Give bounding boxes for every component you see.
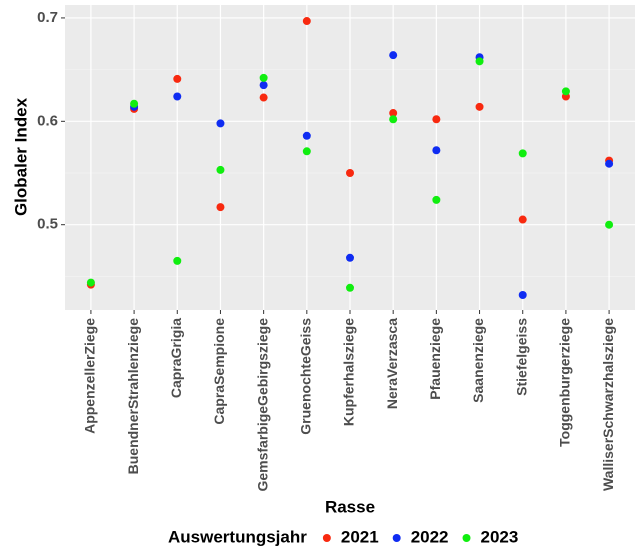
y-tick-label: 0.5	[37, 216, 58, 233]
point	[561, 87, 570, 96]
x-tick-label: BuendnerStrahlenziege	[125, 318, 141, 475]
legend-marker	[322, 534, 331, 542]
point	[389, 51, 398, 60]
legend-label: 2021	[341, 527, 379, 546]
legend-title: Auswertungsjahr	[168, 527, 307, 546]
point	[432, 115, 441, 124]
point	[432, 146, 441, 155]
y-tick-label: 0.7	[37, 9, 58, 26]
x-tick-label: GemsfarbigeGebirgsziege	[254, 318, 270, 492]
point	[389, 115, 398, 124]
y-axis-title: Globaler Index	[11, 97, 30, 216]
point	[216, 165, 225, 174]
point	[475, 57, 484, 66]
point	[216, 119, 225, 128]
legend-marker	[462, 534, 471, 542]
x-tick-label: Pfauenziege	[427, 318, 443, 400]
x-tick-label: Stiefelgeiss	[513, 318, 529, 396]
point	[389, 109, 398, 118]
point	[605, 220, 614, 229]
x-tick-label: GruenochteGeiss	[298, 318, 314, 435]
x-tick-label: AppenzellerZiege	[82, 318, 98, 434]
point	[302, 147, 311, 156]
point	[86, 278, 95, 287]
x-tick-label: Saanenziege	[470, 318, 486, 403]
x-axis-title: Rasse	[325, 497, 375, 516]
point	[302, 131, 311, 140]
x-tick-label: CapraGrigia	[168, 318, 184, 398]
point	[302, 17, 311, 26]
point	[130, 99, 139, 108]
x-tick-label: NeraVerzasca	[384, 318, 400, 409]
point	[518, 149, 527, 158]
legend-label: 2023	[481, 527, 519, 546]
x-tick-label: Kupferhalsziege	[341, 318, 357, 426]
point	[173, 256, 182, 265]
point	[173, 74, 182, 83]
point	[216, 203, 225, 212]
y-tick-label: 0.6	[37, 112, 58, 129]
legend-marker	[392, 534, 401, 542]
legend-label: 2022	[411, 527, 449, 546]
point	[475, 102, 484, 111]
x-tick-label: WalliserSchwarzhalsziege	[600, 318, 616, 491]
point	[518, 291, 527, 300]
point	[259, 73, 268, 82]
point	[346, 169, 354, 178]
point	[346, 283, 354, 292]
point	[432, 195, 441, 204]
point	[259, 81, 268, 90]
x-tick-label: Toggenburgerziege	[557, 318, 573, 447]
point	[605, 159, 614, 168]
point	[259, 93, 268, 102]
x-tick-label: CapraSempione	[211, 318, 227, 425]
point	[346, 253, 354, 262]
point	[518, 215, 527, 224]
point	[173, 92, 182, 101]
